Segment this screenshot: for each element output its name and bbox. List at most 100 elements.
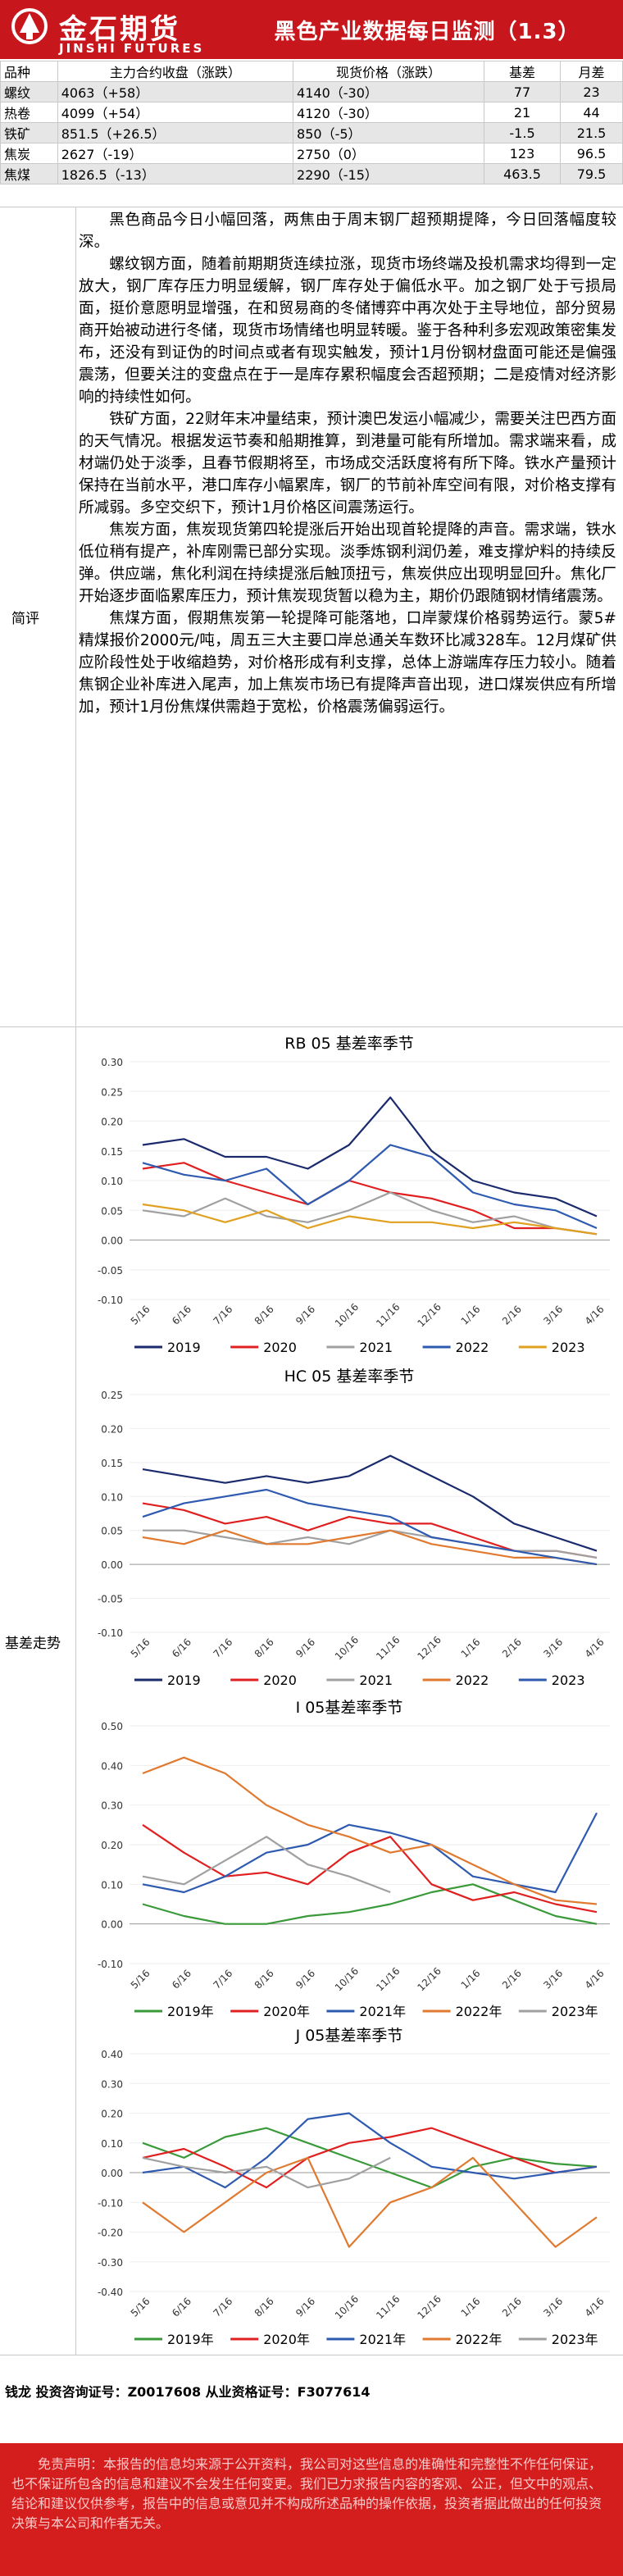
y-tick-label: 0.30 — [101, 1057, 123, 1068]
x-tick-label: 12/16 — [416, 2293, 443, 2321]
series-line-2021 — [143, 1529, 598, 1559]
chart-rb: RB 05 基差率季节 0.30 0.25 0.20 0.15 0.10 0.05 0.00… — [79, 1031, 620, 1359]
y-tick-label: -0.20 — [98, 2228, 123, 2239]
y-tick-label: 0.40 — [101, 1760, 123, 1772]
legend-label: 2020 — [263, 1673, 297, 1688]
chart-rb-svg: 0.30 0.25 0.20 0.15 0.10 0.05 0.00 -0.05 -0.10 5/… — [98, 1057, 610, 1355]
series-line-2019年 — [142, 1883, 598, 1925]
y-tick-label: -0.10 — [98, 1959, 123, 1970]
legend-label: 2020 — [263, 1340, 297, 1355]
table-row: 焦炭 2627（-19） 2750（0） 123 96.5 — [0, 143, 623, 164]
logo-en-text: JINSHI FUTURES — [59, 41, 205, 56]
disclaimer-text: 免责声明：本报告的信息均来源于公开资料，我公司对这些信息的准确性和完整性不作任何… — [11, 2456, 603, 2531]
y-tick-label: -0.40 — [98, 2287, 123, 2298]
chart-j-svg: 0.40 0.30 0.20 0.10 0.00 -0.10 -0.20 -0.30 -0.40… — [98, 2049, 610, 2347]
y-tick-label: 0.25 — [101, 1086, 123, 1098]
y-tick-label: 0.15 — [101, 1458, 123, 1469]
table-cell: 79.5 — [560, 163, 623, 184]
x-tick-label: 8/16 — [252, 1636, 276, 1660]
series-line-2019 — [142, 1096, 598, 1217]
chart-i: I 05基差率季节 0.50 0.40 0.30 0.20 0.10 0.00 -0.10 5… — [79, 1695, 620, 2023]
x-tick-label: 9/16 — [293, 1636, 317, 1660]
legend-label: 2022 — [456, 1340, 489, 1355]
quote-table: 品种 主力合约收盘（涨跌） 现货价格（涨跌） 基差 月差 螺纹 4063（+58… — [0, 61, 623, 184]
table-cell: 21 — [483, 102, 562, 123]
comment-section-label: 简评 — [11, 611, 39, 627]
x-tick-label: 1/16 — [459, 1968, 483, 1991]
series-line-2019年 — [142, 2127, 598, 2189]
x-tick-label: 4/16 — [583, 2296, 607, 2319]
x-tick-label: 3/16 — [541, 1636, 565, 1660]
legend-label: 2020年 — [263, 2004, 310, 2019]
x-tick-label: 7/16 — [211, 1968, 234, 1991]
legend-label: 2019 — [167, 1673, 201, 1688]
table-cell: 4140（-30） — [293, 81, 484, 102]
report-title: 黑色产业数据每日监测（1.3） — [274, 19, 580, 44]
y-tick-label: 0.20 — [101, 1117, 123, 1128]
table-cell: 96.5 — [560, 143, 623, 164]
chart-hc-svg: 0.25 0.20 0.15 0.10 0.05 0.00 -0.05 -0.10 5/16 6/… — [98, 1390, 610, 1688]
y-tick-label: -0.10 — [98, 1627, 123, 1639]
table-row: 螺纹 4063（+58） 4140（-30） 77 23 — [0, 81, 623, 102]
y-tick-label: -0.05 — [98, 1594, 123, 1605]
y-tick-label: 0.10 — [101, 1176, 123, 1187]
x-tick-label: 5/16 — [129, 1968, 152, 1991]
chart-title: I 05基差率季节 — [295, 1699, 403, 1717]
chart-title: J 05基差率季节 — [295, 2027, 403, 2045]
chart-hc: HC 05 基差率季节 0.25 0.20 0.15 0.10 0.05 0.00 -0.0… — [79, 1364, 620, 1692]
legend-label: 2021年 — [359, 2332, 406, 2347]
series-line-2021年 — [142, 1812, 598, 1894]
x-tick-label: 6/16 — [170, 2296, 193, 2319]
series-line-2020 — [142, 1162, 598, 1236]
table-header: 基差 — [483, 61, 562, 82]
legend-label: 2021 — [359, 1673, 393, 1688]
series-line-2023 — [142, 1203, 598, 1236]
disclaimer-box: 免责声明：本报告的信息均来源于公开资料，我公司对这些信息的准确性和完整性不作任何… — [0, 2443, 623, 2576]
x-tick-label: 11/16 — [374, 2293, 402, 2321]
section-divider — [0, 1026, 623, 1027]
x-tick-label: 1/16 — [459, 1304, 483, 1327]
x-tick-label: 9/16 — [293, 1304, 317, 1327]
x-tick-label: 1/16 — [459, 1636, 483, 1660]
x-tick-label: 12/16 — [416, 1634, 443, 1662]
series-line-2023年 — [142, 1836, 391, 1894]
x-tick-label: 5/16 — [129, 2296, 152, 2319]
x-tick-label: 10/16 — [333, 1965, 361, 1993]
chart-i-svg: 0.50 0.40 0.30 0.20 0.10 0.00 -0.10 5/16 6/16 7/1… — [98, 1721, 610, 2019]
x-tick-label: 11/16 — [374, 1965, 402, 1993]
y-tick-label: 0.00 — [101, 2168, 123, 2179]
table-cell: -1.5 — [483, 122, 562, 143]
series-line-2021年 — [142, 2112, 598, 2189]
comment-paragraph: 黑色商品今日小幅回落，两焦由于周末钢厂超预期提降，今日回落幅度较深。 — [79, 212, 616, 251]
x-tick-label: 8/16 — [252, 1304, 276, 1327]
table-cell: 2290（-15） — [293, 163, 484, 184]
x-tick-label: 4/16 — [583, 1304, 607, 1327]
legend-label: 2023年 — [552, 2004, 598, 2019]
legend-label: 2023年 — [552, 2332, 598, 2347]
x-tick-label: 2/16 — [500, 1304, 524, 1327]
table-cell: 77 — [483, 81, 562, 102]
table-cell: 4063（+58） — [57, 81, 294, 102]
x-tick-label: 4/16 — [583, 1636, 607, 1660]
y-tick-label: -0.10 — [98, 1295, 123, 1306]
y-tick-label: 0.20 — [101, 2109, 123, 2120]
y-tick-label: 0.00 — [101, 1919, 123, 1931]
header-logo-bar — [0, 0, 231, 59]
y-tick-label: 0.00 — [101, 1559, 123, 1571]
chart-title: RB 05 基差率季节 — [284, 1035, 414, 1053]
y-tick-label: 0.10 — [101, 2138, 123, 2150]
legend-label: 2019年 — [167, 2004, 214, 2019]
report-title-bar: 黑色产业数据每日监测（1.3） — [231, 0, 623, 59]
y-tick-label: 0.05 — [101, 1526, 123, 1537]
series-line-2022 — [142, 1529, 598, 1566]
legend-label: 2019年 — [167, 2332, 214, 2347]
x-tick-label: 12/16 — [416, 1965, 443, 1993]
series-line-2022年 — [142, 2156, 598, 2248]
x-tick-label: 12/16 — [416, 1301, 443, 1329]
series-line-2021 — [142, 1191, 598, 1236]
series-line-2022 — [142, 1144, 598, 1230]
chart-title: HC 05 基差率季节 — [284, 1368, 415, 1386]
x-tick-label: 4/16 — [583, 1968, 607, 1991]
x-tick-label: 6/16 — [170, 1304, 193, 1327]
table-cell: 2627（-19） — [57, 143, 294, 164]
